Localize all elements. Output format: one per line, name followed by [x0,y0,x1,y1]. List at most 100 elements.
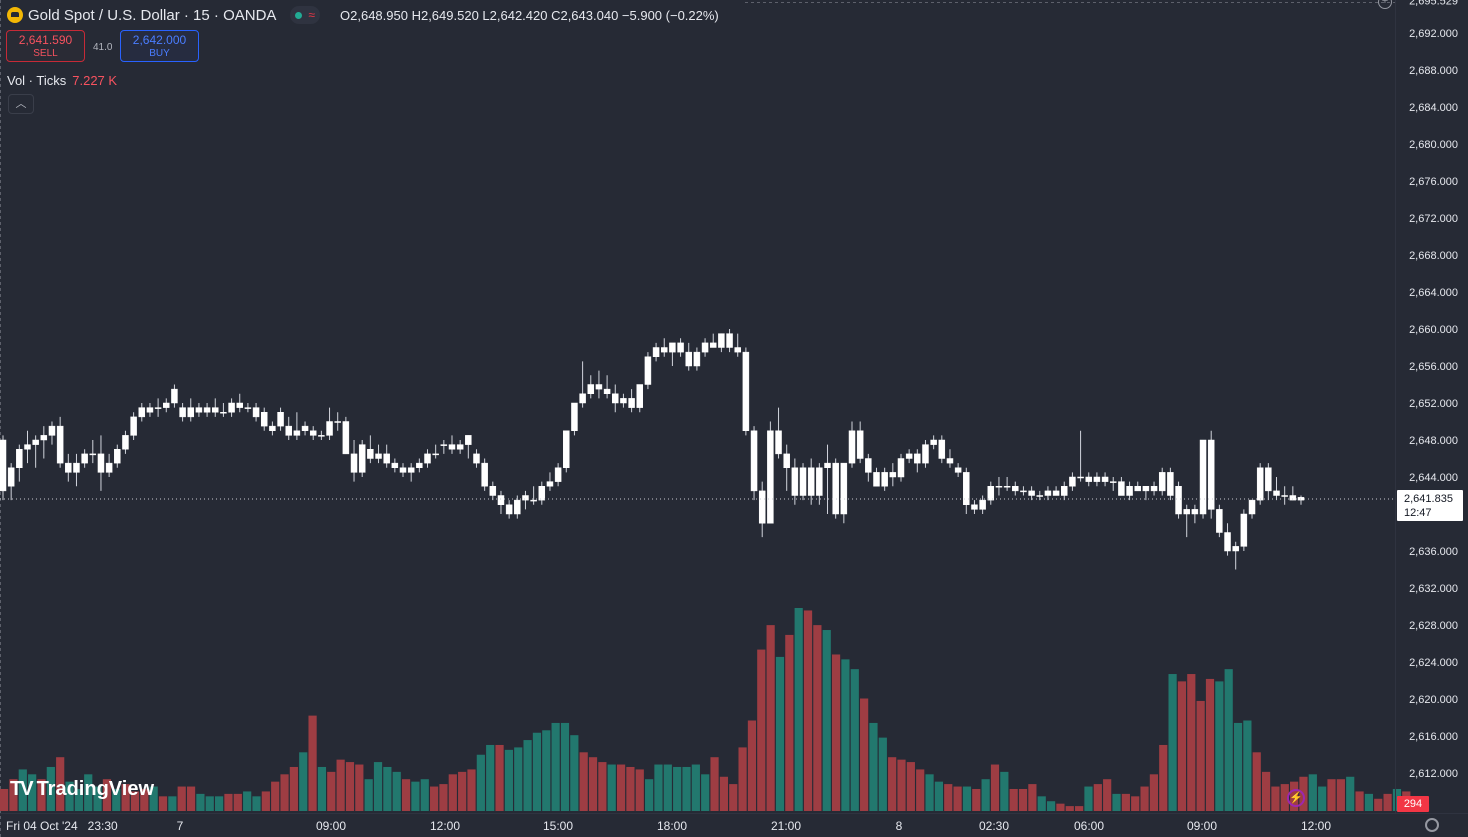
time-tick-label: 7 [177,819,184,833]
candle-body-down [252,407,260,418]
settings-icon[interactable] [1425,818,1439,832]
volume-bar [542,730,551,811]
candle-body-down [856,430,864,459]
candle-body-up [824,462,831,468]
volume-bar [56,757,65,811]
price-tick-label: 2,695.529 [1409,0,1458,7]
volume-bar [1149,774,1159,811]
time-tick-label: 02:30 [979,819,1009,833]
candle-body-down [1224,532,1231,552]
lightning-icon[interactable]: ⚡ [1287,789,1305,807]
candle-body-up [514,499,521,515]
volume-bar [813,625,822,811]
candle-body-down [481,462,488,487]
symbol-header: Gold Spot / U.S. Dollar · 15 · OANDA ≈ O… [0,0,719,30]
volume-bar [1233,722,1243,811]
market-status[interactable]: ≈ [290,6,321,24]
volume-bar [906,762,915,811]
candle-body-down [726,333,733,348]
candle-body-down [489,486,497,496]
candle-body-up [644,356,652,385]
volume-bar [308,715,317,811]
volume-bar [1018,788,1028,811]
candle-body-down [497,495,505,505]
candle-body-up [1109,481,1117,483]
volume-legend[interactable]: Vol · Ticks 7.227 K [7,73,117,88]
sell-price: 2,641.590 [18,33,73,47]
volume-bar [168,796,177,811]
candle-body-up [105,462,113,473]
candle-body-up [620,398,627,404]
volume-bar [1215,681,1224,811]
candle-body-up [554,467,562,482]
volume-bar [158,796,168,811]
current-price-label: 2,641.835 12:47 [1397,490,1463,521]
volume-bar [121,784,130,811]
volume-bar [841,659,850,811]
current-volume-label: 294 [1397,796,1429,812]
volume-bar [205,796,214,811]
volume-bar [803,610,813,811]
candle-body-up [456,444,464,450]
candle-body-up [1199,439,1207,515]
volume-bar [990,764,1000,811]
volume-bar [355,764,364,811]
candle-body-up [897,458,905,478]
candle-body-up [522,495,529,501]
candle-body-up [122,435,129,450]
buy-button[interactable]: 2,642.000 BUY [120,30,199,62]
tradingview-logo[interactable]: TV TradingView [10,778,154,801]
time-tick-label: 09:00 [1187,819,1217,833]
candle-body-up [146,407,154,413]
candle-body-up [922,444,929,464]
candle-body-up [163,402,170,408]
candle-body-up [1158,472,1166,492]
candle-body-down [1167,472,1174,496]
volume-bar [1355,791,1364,811]
volume-bar [570,735,579,811]
candlesticks [0,329,1305,570]
candle-body-up [1126,486,1133,496]
symbol-title[interactable]: Gold Spot / U.S. Dollar · 15 · OANDA [28,6,277,24]
volume-bar [747,720,757,811]
candle-body-up [652,347,660,357]
volume-bar [177,786,186,811]
volume-bar [1346,776,1355,811]
candle-body-down [1150,486,1158,492]
volume-bar [289,766,298,811]
volume-bar [579,752,588,811]
volume-label: Vol · Ticks [7,73,67,88]
add-icon[interactable]: + [1378,0,1392,9]
candle-body-down [1191,509,1199,515]
price-tick-label: 2,688.000 [1409,65,1458,77]
collapse-legend-button[interactable]: ︿ [8,94,34,114]
price-tick-label: 2,676.000 [1409,176,1458,188]
candle-body-down [660,347,668,353]
candle-body-up [995,486,1003,488]
volume-bar [532,732,542,811]
volume-bar [598,762,607,811]
ohlc-values: O2,648.950 H2,649.520 L2,642.420 C2,643.… [340,7,719,23]
candle-body-up [1036,495,1044,497]
volume-bar [1028,784,1037,811]
price-tick-label: 2,672.000 [1409,213,1458,225]
candle-body-down [391,462,399,468]
sell-label: SELL [33,48,58,59]
volume-bar [401,779,411,811]
volume-bar [1037,796,1046,811]
candle-body-up [269,425,276,431]
sell-button[interactable]: 2,641.590 SELL [6,30,85,62]
candle-body-up [799,467,807,496]
candle-body-up [1061,486,1068,496]
price-tick-label: 2,680.000 [1409,139,1458,151]
candle-body-up [154,407,162,409]
candle-body-up [1256,467,1264,501]
data-delay-icon: ≈ [308,8,316,22]
volume-bar [373,762,383,811]
current-price-value: 2,641.835 [1404,493,1453,505]
volume-bar [645,779,654,811]
time-tick-label: 12:00 [430,819,460,833]
volume-bar [775,656,785,811]
volume-bar [766,625,775,811]
